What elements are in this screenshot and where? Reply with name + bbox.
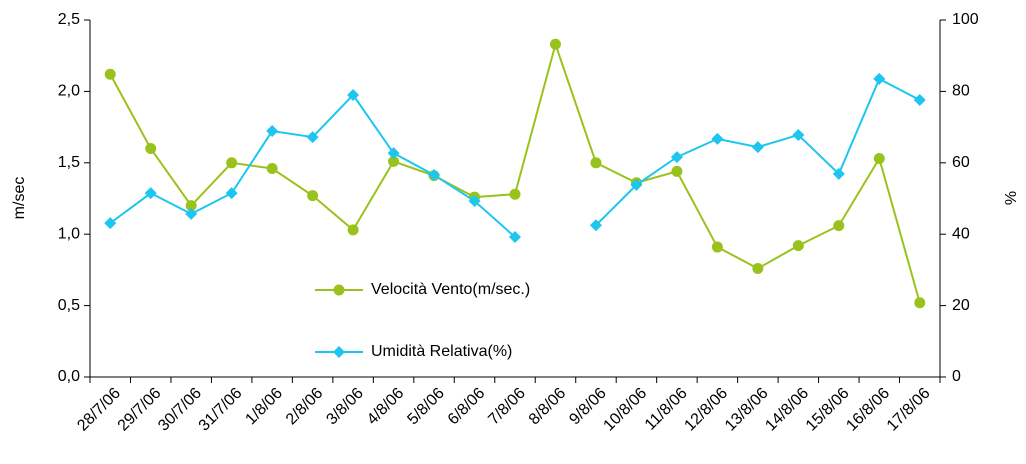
point <box>387 147 400 160</box>
point <box>549 38 561 50</box>
x-tick-label: 13/8/06 <box>722 385 772 435</box>
point <box>671 165 683 177</box>
point <box>792 128 805 141</box>
y-tick-label: 0,0 <box>58 368 80 385</box>
y-tick-label: 2,5 <box>58 11 80 28</box>
point <box>589 219 602 232</box>
point <box>670 151 683 164</box>
point <box>630 178 643 191</box>
x-tick-label: 10/8/06 <box>600 385 650 435</box>
y-axis-label: m/sec <box>11 177 28 220</box>
y2-tick-label: 20 <box>952 297 970 314</box>
y-tick-label: 0,5 <box>58 297 80 314</box>
x-tick-label: 31/7/06 <box>196 385 246 435</box>
legend-marker <box>333 284 345 296</box>
y-tick-label: 1,5 <box>58 154 80 171</box>
y-tick-label: 2,0 <box>58 83 80 100</box>
y2-axis-label: % <box>1003 191 1020 205</box>
x-tick-label: 16/8/06 <box>843 385 893 435</box>
x-tick-label: 6/8/06 <box>445 385 489 429</box>
x-tick-label: 2/8/06 <box>283 385 327 429</box>
point <box>307 190 319 202</box>
point <box>306 131 319 144</box>
x-tick-label: 3/8/06 <box>323 385 367 429</box>
legend-label: Velocità Vento(m/sec.) <box>371 281 530 298</box>
x-tick-label: 1/8/06 <box>242 385 286 429</box>
x-tick-label: 28/7/06 <box>74 385 124 435</box>
point <box>104 68 116 80</box>
y2-tick-label: 80 <box>952 83 970 100</box>
point <box>347 88 360 101</box>
point <box>833 220 845 232</box>
point <box>185 200 197 212</box>
point <box>873 153 885 165</box>
point <box>144 187 157 200</box>
point <box>428 168 441 181</box>
y2-tick-label: 60 <box>952 154 970 171</box>
y-tick-label: 1,0 <box>58 225 80 242</box>
x-tick-label: 5/8/06 <box>404 385 448 429</box>
point <box>347 224 359 236</box>
x-tick-label: 29/7/06 <box>115 385 165 435</box>
point <box>266 163 278 175</box>
x-tick-label: 11/8/06 <box>642 385 691 434</box>
point <box>873 72 886 85</box>
y2-tick-label: 0 <box>952 368 961 385</box>
x-tick-label: 15/8/06 <box>803 385 853 435</box>
point <box>226 157 238 169</box>
point <box>225 187 238 200</box>
x-tick-label: 30/7/06 <box>155 385 205 435</box>
point <box>145 143 157 155</box>
point <box>792 240 804 252</box>
point <box>711 241 723 253</box>
point <box>388 155 400 167</box>
x-tick-label: 17/8/06 <box>884 385 934 435</box>
point <box>752 262 764 274</box>
point <box>711 132 724 145</box>
point <box>509 231 521 244</box>
y2-tick-label: 40 <box>952 225 970 242</box>
legend-label: Umidità Relativa(%) <box>371 343 512 360</box>
point <box>914 297 926 309</box>
point <box>266 125 279 138</box>
point <box>832 167 845 180</box>
x-tick-label: 14/8/06 <box>762 385 812 435</box>
point <box>509 188 521 200</box>
point <box>468 194 481 207</box>
point <box>104 217 117 230</box>
point <box>751 141 764 154</box>
legend-marker <box>333 346 345 358</box>
x-tick-label: 8/8/06 <box>526 385 570 429</box>
x-tick-label: 12/8/06 <box>681 385 731 435</box>
x-tick-label: 4/8/06 <box>364 385 408 429</box>
y2-tick-label: 100 <box>952 11 979 28</box>
x-tick-label: 7/8/06 <box>485 385 529 429</box>
series-line <box>109 40 921 304</box>
point <box>913 93 926 106</box>
point <box>185 207 198 220</box>
point <box>590 157 602 169</box>
